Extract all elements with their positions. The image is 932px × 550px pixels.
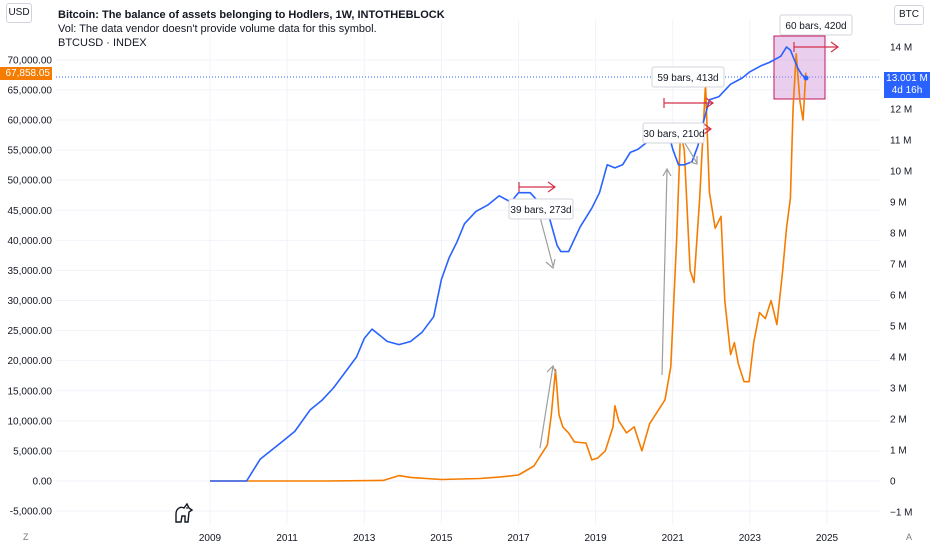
left-tick-label: 30,000.00: [8, 296, 53, 307]
right-tick-label: 11 M: [890, 136, 912, 147]
chart-title: Bitcoin: The balance of assets belonging…: [58, 9, 445, 21]
right-tick-label: 8 M: [890, 229, 907, 240]
price-tag: 67,858.05: [0, 67, 52, 80]
annotation-label-4: 60 bars, 420d: [785, 21, 846, 32]
left-tick-label: 35,000.00: [8, 266, 53, 277]
right-tick-label: 5 M: [890, 322, 907, 333]
x-tick-label: 2023: [739, 533, 762, 544]
left-tick-label: 70,000.00: [8, 55, 53, 66]
last-point-marker: [803, 75, 809, 81]
btc-price-line: [210, 53, 807, 482]
right-tick-label: −1 M: [890, 508, 913, 519]
annotation-box-1: [508, 198, 574, 220]
right-tick-label: 3 M: [890, 384, 907, 395]
annotation-box-4: [779, 14, 853, 36]
gray-arrow-3-head: [662, 167, 672, 177]
gray-arrow-2-head: [546, 364, 557, 375]
hodler-balance-line: [210, 46, 807, 482]
annotation-box-3: [651, 66, 725, 88]
x-tick-label: 2013: [353, 533, 376, 544]
right-tick-label: 9 M: [890, 198, 907, 209]
gray-arrow-4-head: [689, 156, 698, 165]
x-axis-ticks: 2009 2011 2013 2015 2017 2019 2021 2023 2025: [199, 533, 839, 544]
right-tick-label: 6 M: [890, 291, 907, 302]
right-tick-label: 10 M: [890, 167, 912, 178]
annotations: 39 bars, 273d 30 bars, 210d 59 bars, 413…: [508, 14, 853, 449]
right-tick-label: 0: [890, 477, 896, 488]
right-tick-label: 4 M: [890, 353, 907, 364]
left-tick-label: 10,000.00: [8, 416, 53, 427]
left-tick-label: 55,000.00: [8, 146, 53, 157]
left-tick-label: 60,000.00: [8, 116, 53, 127]
right-tick-label: 1 M: [890, 446, 907, 457]
right-tick-label: 7 M: [890, 260, 907, 271]
left-tick-label: 40,000.00: [8, 236, 53, 247]
annotation-box-2: [642, 122, 705, 144]
chart-header: Bitcoin: The balance of assets belonging…: [58, 8, 445, 50]
grid: [56, 20, 880, 524]
x-tick-label: 2021: [662, 533, 685, 544]
red-arrow-3-head: [703, 123, 713, 135]
right-tick-label: 12 M: [890, 105, 912, 116]
right-tick-label: 2 M: [890, 415, 907, 426]
left-tick-label: 0.00: [33, 477, 53, 488]
left-tick-label: 25,000.00: [8, 326, 53, 337]
left-tick-label: 45,000.00: [8, 206, 53, 217]
x-tick-label: 2019: [585, 533, 608, 544]
btc-value: 13.001 M: [886, 73, 928, 84]
gray-arrow-1-head: [545, 258, 556, 270]
gray-arrow-3: [661, 169, 668, 376]
bar-countdown: 4d 16h: [891, 85, 923, 96]
left-tick-label: 5,000.00: [13, 446, 52, 457]
tradingview-logo-icon: [175, 502, 194, 523]
red-arrow-1-head: [547, 181, 557, 193]
btc-value-tag: 13.001 M 4d 16h: [884, 72, 930, 98]
auto-scale-corner[interactable]: A: [906, 532, 913, 542]
x-tick-label: 2011: [276, 533, 298, 544]
volume-note: Vol: The data vendor doesn't provide vol…: [58, 23, 377, 35]
timezone-corner[interactable]: Z: [23, 532, 29, 542]
x-tick-label: 2015: [430, 533, 453, 544]
right-unit-button[interactable]: BTC: [894, 5, 924, 25]
right-tick-label: 14 M: [890, 43, 912, 54]
annotation-label-2: 30 bars, 210d: [643, 129, 704, 140]
right-axis-ticks: 14 M13 M12 M11 M10 M9 M8 M7 M6 M5 M4 M3 …: [890, 43, 913, 519]
compare-symbol[interactable]: BTCUSD · INDEX: [58, 37, 147, 49]
left-tick-label: 20,000.00: [8, 356, 53, 367]
annotation-label-1: 39 bars, 273d: [510, 205, 571, 216]
gray-arrow-2: [539, 365, 554, 449]
left-axis-ticks: 70,000.00 65,000.00 60,000.00 55,000.00 50,0…: [8, 55, 53, 517]
red-arrow-2-head: [705, 97, 715, 109]
left-tick-label: 15,000.00: [8, 386, 53, 397]
series: [210, 46, 807, 482]
left-tick-label: 65,000.00: [8, 85, 53, 96]
red-arrow-4-head: [830, 41, 840, 53]
gray-arrow-1: [539, 216, 554, 267]
left-tick-label: 50,000.00: [8, 176, 53, 187]
x-tick-label: 2009: [199, 533, 222, 544]
left-tick-label: -5,000.00: [10, 507, 53, 518]
x-tick-label: 2025: [816, 533, 839, 544]
x-tick-label: 2017: [507, 533, 530, 544]
left-unit-button[interactable]: USD: [6, 3, 32, 23]
gray-arrow-4: [682, 139, 698, 164]
annotation-label-3: 59 bars, 413d: [657, 73, 718, 84]
